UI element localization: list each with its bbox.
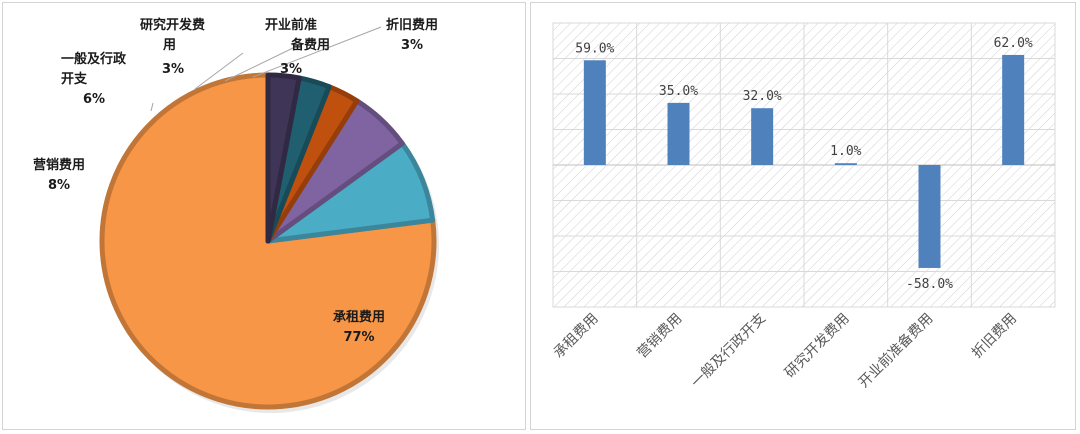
bar — [583, 60, 606, 165]
x-tick-label: 研究开发费用 — [782, 311, 853, 382]
leader-line — [150, 102, 154, 112]
pie-percent-label: 3% — [280, 62, 302, 77]
pie-percent-label: 3% — [401, 38, 423, 53]
pie-percent-label: 77% — [343, 330, 374, 345]
x-tick-label: 承租费用 — [551, 311, 602, 362]
pie-category-label: 用 — [162, 38, 176, 53]
pie-chart: 承租费用77%营销费用8%一般及行政开支6%研究开发费用3%开业前准备费用3%折… — [33, 17, 439, 413]
pie-category-label: 承租费用 — [333, 309, 385, 325]
bar — [918, 165, 941, 268]
pie-percent-label: 3% — [162, 62, 184, 77]
pie-data-label: 开业前准备费用 3% — [265, 17, 330, 77]
pie-category-label: 备费用 — [290, 37, 330, 53]
bar — [1002, 54, 1025, 166]
bar-value-label: 59.0% — [575, 41, 614, 56]
pie-data-label: 折旧费用 3% — [386, 17, 438, 53]
pie-data-label: 一般及行政开支 6% — [61, 51, 127, 107]
bar-value-label: 62.0% — [994, 36, 1033, 51]
pie-data-label: 营销费用 8% — [33, 157, 85, 193]
x-tick-label: 开业前准备费用 — [855, 310, 936, 391]
pie-chart-panel: 承租费用 77% 营销费用 8% 一般及行政 开支 6% 研究开发费用 3% 开业前准 备费用 3% 折… — [2, 2, 526, 430]
bar-chart: 59.0% 承租费用 35.0% 营销费用 32.0% 一般及行政开支 1.0% 研究开发费用… — [551, 22, 1056, 392]
pie-data-label: 研究开发费用 3% — [140, 17, 205, 77]
bar — [667, 102, 690, 165]
pie-slice — [265, 72, 302, 244]
bar-chart-panel: 59.0% 承租费用 35.0% 营销费用 32.0% 一般及行政开支 1.0% 研究开发费用… — [530, 2, 1076, 430]
leader-line — [224, 47, 294, 82]
bar-value-label: 32.0% — [743, 89, 782, 104]
bar-value-label: -58.0% — [906, 277, 953, 292]
leader-line — [252, 26, 382, 78]
x-tick-label: 一般及行政开支 — [688, 311, 769, 392]
leader-line — [194, 52, 244, 90]
pie-category-label: 研究开发费 — [140, 17, 205, 33]
pie-percent-label: 6% — [83, 92, 105, 107]
bar-value-label: 35.0% — [659, 84, 698, 99]
pie-data-label: 承租费用 77% — [333, 309, 385, 345]
pie-category-label: 一般及行政 — [61, 51, 127, 67]
pie-percent-label: 8% — [48, 178, 70, 193]
bar-value-label: 1.0% — [830, 144, 861, 159]
pie-category-label: 营销费用 — [33, 157, 85, 173]
pie-category-label: 开业前准 — [265, 17, 317, 33]
x-tick-label: 营销费用 — [634, 311, 685, 362]
pie-slice — [99, 72, 437, 410]
bar — [834, 163, 857, 165]
pie-category-label: 开支 — [61, 71, 88, 87]
pie-category-label: 折旧费用 — [386, 17, 438, 33]
bar — [751, 108, 774, 165]
x-tick-label: 折旧费用 — [969, 311, 1020, 362]
